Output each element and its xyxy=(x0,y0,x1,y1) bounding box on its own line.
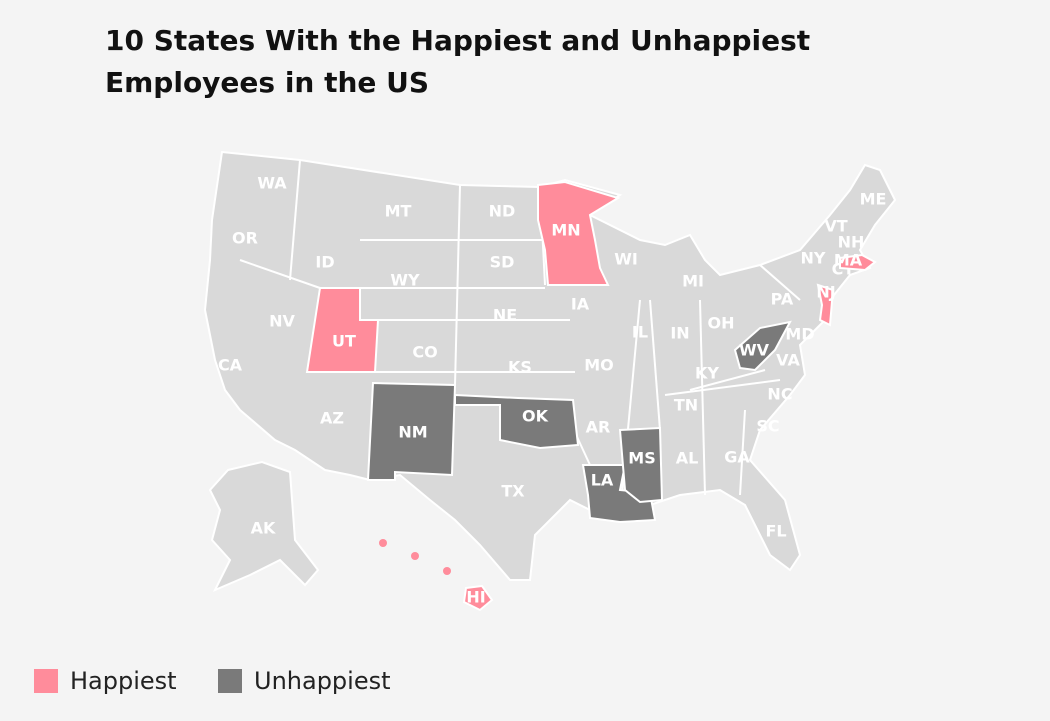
state-label: NV xyxy=(269,312,295,331)
legend-swatch xyxy=(218,669,242,693)
hawaii-island xyxy=(379,539,387,547)
legend-swatch xyxy=(34,669,58,693)
state-label: NC xyxy=(767,385,792,404)
state-label: WA xyxy=(257,174,287,193)
state-label: NY xyxy=(801,249,826,268)
state-label: CA xyxy=(218,356,243,375)
state-border xyxy=(664,379,781,396)
state-label: NH xyxy=(838,233,865,252)
state-label: NJ xyxy=(816,283,835,302)
state-ok xyxy=(454,393,580,450)
alaska xyxy=(208,460,320,592)
state-mn xyxy=(537,180,621,286)
state-border xyxy=(649,299,661,431)
state-label: HI xyxy=(466,588,485,607)
state-label: MD xyxy=(785,325,814,344)
state-border xyxy=(454,184,461,386)
state-label: TX xyxy=(501,482,525,501)
state-label: WI xyxy=(614,250,638,269)
state-label: NE xyxy=(493,306,517,325)
state-label: TN xyxy=(674,396,698,415)
state-label: SD xyxy=(490,253,515,272)
state-border xyxy=(739,409,746,496)
state-label: AZ xyxy=(320,409,344,428)
state-label: OK xyxy=(522,407,549,426)
state-ma xyxy=(839,253,877,272)
title: 10 States With the Happiest and Unhappie… xyxy=(105,24,810,99)
state-border xyxy=(289,159,301,281)
state-label: LA xyxy=(591,471,614,490)
state-label: OR xyxy=(232,229,258,248)
state-label: ND xyxy=(489,202,516,221)
state-label: ME xyxy=(860,190,887,209)
state-label: MI xyxy=(682,272,704,291)
state-border xyxy=(239,259,321,289)
state-label: GA xyxy=(724,448,750,467)
state-label: UT xyxy=(332,332,356,351)
state-label: KS xyxy=(508,358,532,377)
state-label: VT xyxy=(824,217,847,236)
state-nj xyxy=(816,283,835,327)
state-label: CO xyxy=(412,343,437,362)
state-label: WV xyxy=(739,341,770,360)
state-label: MN xyxy=(551,221,580,240)
state-label: VA xyxy=(776,351,800,370)
state-label: MS xyxy=(628,449,655,468)
state-label: WY xyxy=(390,271,420,290)
state-label: AR xyxy=(586,418,611,437)
state-label: IA xyxy=(571,295,590,314)
state-label: OH xyxy=(708,314,735,333)
legend-label: Happiest xyxy=(70,667,177,695)
state-label: MT xyxy=(385,202,412,221)
state-label: SC xyxy=(756,417,779,436)
state-label: FL xyxy=(765,522,786,541)
state-hi xyxy=(462,584,494,612)
state-ms xyxy=(618,426,664,504)
legend-label: Unhappiest xyxy=(254,667,391,695)
state-border xyxy=(689,369,766,391)
state-label: KY xyxy=(695,364,719,383)
state-ut xyxy=(305,287,380,373)
state-border xyxy=(759,264,801,301)
state-label: AL xyxy=(676,449,699,468)
state-nm xyxy=(366,381,457,481)
state-label: AK xyxy=(251,519,276,538)
state-border xyxy=(699,299,706,496)
state-wv xyxy=(733,320,792,372)
state-label: PA xyxy=(771,290,794,309)
state-label: IL xyxy=(632,323,648,342)
state-label: NM xyxy=(398,423,427,442)
hawaii-island xyxy=(443,567,451,575)
hawaii-island xyxy=(411,552,419,560)
state-label: IN xyxy=(670,324,689,343)
state-label: MO xyxy=(584,356,614,375)
state-label: MA xyxy=(834,251,863,270)
state-label: ID xyxy=(315,253,334,272)
